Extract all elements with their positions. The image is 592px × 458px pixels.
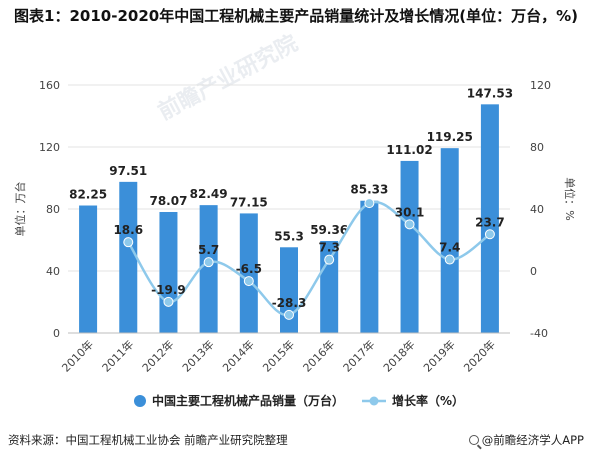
growth-value-label: 7.4	[439, 241, 460, 255]
x-tick-label: 2018年	[380, 337, 417, 374]
right-tick-label: -40	[530, 327, 548, 340]
bar	[320, 240, 339, 333]
x-tick-label: 2016年	[300, 337, 337, 374]
growth-point	[484, 229, 495, 240]
bar	[280, 247, 298, 333]
x-tick-label: 2015年	[260, 337, 297, 374]
bar	[400, 160, 419, 333]
left-tick-label: 40	[46, 265, 60, 278]
bar-value-label: 97.51	[109, 164, 147, 178]
legend-bar-label: 中国主要工程机械产品销量（万台）	[152, 393, 344, 408]
growth-value-label: -19.9	[151, 283, 186, 297]
x-tick-label: 2010年	[59, 337, 96, 374]
growth-point	[404, 219, 415, 230]
growth-value-label: -28.3	[272, 296, 307, 310]
growth-point	[324, 254, 335, 265]
legend-bar-swatch	[134, 395, 146, 407]
bar-value-label: 77.15	[230, 195, 268, 209]
right-tick-label: 120	[530, 79, 551, 92]
growth-value-label: -6.5	[236, 262, 262, 276]
legend-line-marker	[369, 396, 379, 406]
bar-value-label: 59.36	[310, 223, 348, 237]
bar	[480, 104, 499, 334]
x-tick-label: 2012年	[139, 337, 176, 374]
right-tick-label: 0	[530, 265, 537, 278]
left-tick-label: 80	[46, 203, 60, 216]
line-series: 18.6 -19.9 5.7 -6.5 -28.3 7.3 30.1 7.4 23.7	[113, 198, 505, 320]
growth-line	[127, 200, 491, 317]
right-tick-label: 40	[530, 203, 544, 216]
right-tick-label: 80	[530, 141, 544, 154]
source-note: 资料来源：中国工程机械工业协会 前瞻产业研究院整理	[8, 433, 288, 447]
bar	[79, 205, 98, 333]
left-axis-label: 单位：万台	[13, 182, 27, 237]
chart-title: 图表1：2010-2020年中国工程机械主要产品销量统计及增长情况(单位：万台，…	[14, 7, 578, 25]
left-tick-label: 0	[53, 327, 60, 340]
bar-value-label: 82.49	[190, 187, 228, 201]
growth-value-label: 23.7	[475, 215, 505, 229]
bar-value-label: 55.3	[274, 229, 304, 243]
growth-point	[284, 309, 294, 320]
x-tick-label: 2013年	[179, 337, 216, 374]
bar	[239, 213, 258, 333]
legend-line-label: 增长率（%）	[392, 393, 464, 408]
left-axis: 0 40 80 120 160 单位：万台	[13, 79, 60, 340]
bar	[199, 205, 218, 333]
growth-value-label: 30.1	[395, 205, 425, 219]
x-tick-label: 2020年	[461, 337, 498, 374]
bar	[440, 148, 459, 333]
x-tick-label: 2014年	[219, 337, 256, 374]
growth-value-label: 5.7	[198, 243, 219, 257]
x-axis: 2010年 2011年 2012年 2013年 2014年 2015年 2016年 2017年…	[59, 332, 510, 375]
bar	[159, 211, 178, 333]
growth-value-label: 7.3	[319, 241, 340, 255]
brand-label: @前瞻经济学人APP	[481, 433, 584, 447]
right-axis-label: 单位：%	[563, 177, 577, 220]
bar	[360, 200, 379, 333]
brand: @前瞻经济学人APP	[468, 432, 584, 448]
growth-point	[364, 198, 375, 209]
right-axis: -40 0 40 80 120 单位：%	[530, 79, 577, 340]
bar-value-label: 85.33	[350, 183, 388, 197]
bar-value-label: 119.25	[427, 130, 473, 144]
growth-point	[163, 296, 174, 307]
bar	[119, 181, 138, 333]
growth-point	[123, 237, 134, 248]
left-tick-label: 160	[39, 79, 60, 92]
x-tick-label: 2017年	[340, 337, 377, 374]
bar-value-label: 82.25	[69, 188, 107, 202]
growth-point	[243, 276, 254, 287]
bar-value-label: 111.02	[386, 143, 432, 157]
growth-point	[444, 254, 455, 265]
bar-value-label: 78.07	[149, 194, 187, 208]
search-icon	[468, 435, 479, 445]
x-tick-label: 2019年	[420, 337, 457, 374]
growth-value-label: 18.6	[113, 223, 143, 237]
legend: 中国主要工程机械产品销量（万台） 增长率（%）	[134, 393, 464, 408]
x-tick-label: 2011年	[99, 337, 136, 374]
bar-value-label: 147.53	[467, 86, 513, 100]
growth-point	[203, 257, 214, 268]
left-tick-label: 120	[39, 141, 60, 154]
